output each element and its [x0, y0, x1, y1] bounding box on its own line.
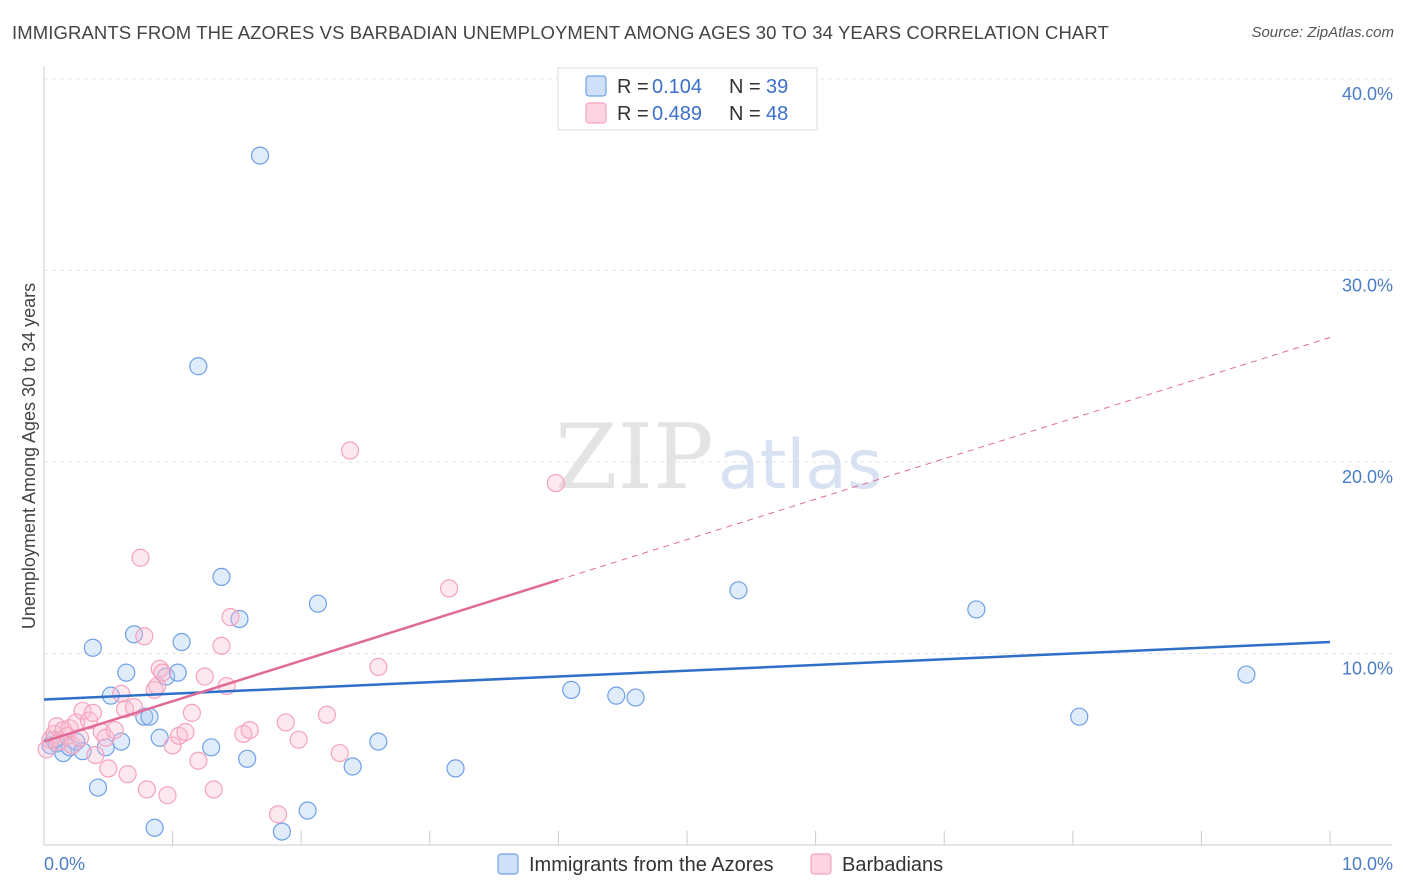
point-azores-33 — [562, 680, 581, 699]
point-barbadians-40 — [221, 608, 240, 627]
point-barbadians-23 — [131, 548, 150, 567]
point-azores-26 — [250, 146, 270, 165]
point-barbadians-31 — [163, 736, 182, 755]
point-azores-21 — [189, 357, 208, 376]
point-barbadians-47 — [330, 743, 349, 763]
point-barbadians-30 — [158, 786, 177, 805]
point-barbadians-43 — [268, 805, 288, 824]
point-azores-27 — [272, 822, 292, 841]
bottom-legend-swatch-barbadians — [810, 853, 832, 875]
y-tick-label-0: 10.0% — [1342, 659, 1393, 679]
trend-lines — [43, 337, 1331, 743]
point-azores-38 — [1070, 707, 1089, 726]
point-azores-22 — [202, 738, 221, 757]
point-azores-30 — [343, 757, 362, 776]
point-barbadians-17 — [99, 759, 118, 778]
legend-r-value-azores: 0.104 — [652, 76, 702, 98]
chart-title: IMMIGRANTS FROM THE AZORES VS BARBADIAN … — [12, 22, 1109, 43]
x-tick-label-1: 10.0% — [1342, 854, 1393, 874]
point-azores-29 — [308, 594, 328, 613]
point-azores-36 — [729, 581, 748, 600]
legend-swatch-azores — [585, 75, 607, 97]
source-label: Source: ZipAtlas.com — [1251, 24, 1394, 41]
point-azores-19 — [168, 663, 187, 682]
y-tick-label-2: 30.0% — [1342, 276, 1393, 296]
point-azores-37 — [967, 600, 986, 619]
point-barbadians-36 — [195, 667, 214, 686]
point-barbadians-20 — [115, 699, 135, 719]
point-barbadians-34 — [182, 703, 201, 722]
point-barbadians-51 — [546, 473, 565, 493]
bottom-legend: Immigrants from the Azores Barbadians — [497, 853, 943, 876]
point-azores-32 — [446, 759, 465, 778]
point-azores-35 — [626, 688, 645, 707]
trend-line-barbadians-solid — [43, 578, 559, 743]
y-tick-label-1: 20.0% — [1342, 467, 1393, 487]
point-barbadians-33 — [176, 722, 195, 742]
point-barbadians-29 — [153, 663, 172, 682]
point-azores-24 — [230, 609, 249, 629]
legend-swatch-barbadians — [585, 102, 607, 124]
y-tick-labels: 10.0% 20.0% 30.0% 40.0% — [1342, 84, 1393, 679]
point-barbadians-45 — [289, 730, 308, 749]
point-barbadians-18 — [105, 720, 124, 740]
legend-n-value-azores: 39 — [766, 76, 788, 98]
legend-n-label-azores: N = — [729, 76, 761, 98]
point-barbadians-24 — [135, 627, 154, 646]
trend-line-barbadians-dashed — [558, 337, 1331, 581]
point-azores-39 — [1237, 665, 1256, 684]
x-tick-labels: 0.0% 10.0% — [44, 854, 1393, 874]
point-azores-12 — [117, 663, 136, 682]
point-azores-20 — [172, 632, 191, 652]
gridlines — [44, 78, 1392, 654]
trend-line-azores — [43, 640, 1331, 701]
legend-r-label-barbadians: R = — [617, 103, 649, 125]
point-barbadians-50 — [439, 579, 459, 598]
point-barbadians-25 — [137, 780, 156, 799]
watermark-atlas: atlas — [718, 426, 882, 505]
point-barbadians-38 — [212, 636, 231, 655]
point-barbadians-48 — [340, 441, 360, 460]
axes — [43, 66, 1392, 846]
legend-n-label-barbadians: N = — [729, 103, 761, 125]
legend-r-value-barbadians: 0.489 — [652, 103, 702, 125]
point-azores-16 — [145, 818, 164, 837]
bottom-legend-label-azores: Immigrants from the Azores — [529, 854, 774, 876]
watermark-zip: ZIP — [555, 405, 714, 510]
bottom-legend-label-barbadians: Barbadians — [842, 854, 943, 876]
point-barbadians-21 — [118, 765, 137, 784]
y-tick-label-3: 40.0% — [1342, 84, 1393, 104]
point-barbadians-35 — [189, 751, 208, 770]
point-azores-25 — [238, 749, 257, 768]
legend-n-value-barbadians: 48 — [766, 103, 788, 125]
point-barbadians-44 — [276, 713, 295, 732]
point-azores-8 — [88, 778, 108, 797]
point-barbadians-49 — [369, 657, 388, 677]
point-azores-11 — [112, 732, 131, 751]
point-barbadians-14 — [86, 745, 105, 765]
legend-r-label-azores: R = — [617, 76, 649, 98]
legend-box: R = 0.104 N = 39 R = 0.489 N = 48 — [557, 67, 818, 131]
x-tick-label-0: 0.0% — [44, 854, 85, 874]
point-barbadians-42 — [240, 720, 259, 740]
point-azores-7 — [83, 638, 102, 657]
point-barbadians-46 — [317, 705, 337, 724]
point-barbadians-37 — [204, 780, 223, 799]
point-azores-34 — [607, 686, 626, 705]
point-azores-23 — [212, 567, 231, 587]
point-barbadians-13 — [83, 703, 102, 722]
point-barbadians-19 — [112, 684, 131, 703]
point-barbadians-8 — [63, 736, 82, 755]
point-azores-28 — [298, 801, 317, 820]
point-azores-31 — [369, 732, 388, 751]
bottom-legend-swatch-azores — [497, 853, 519, 875]
y-axis-label: Unemployment Among Ages 30 to 34 years — [19, 283, 39, 629]
